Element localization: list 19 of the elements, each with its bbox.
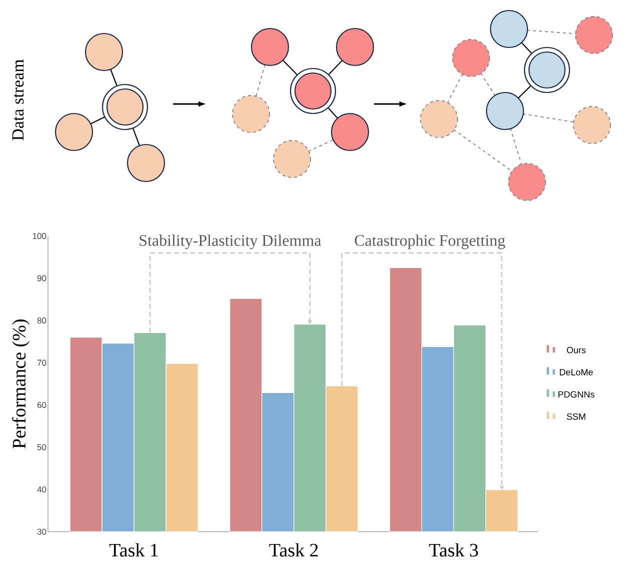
annotation: Catastrophic Forgetting — [354, 234, 506, 250]
legend-label: SSM — [566, 413, 586, 420]
x-tick-label: Task 2 — [269, 543, 318, 557]
annotation: Stability-Plasticity Dilemma — [140, 234, 322, 250]
legend-label: DeLoMe — [560, 369, 593, 376]
y-tick-label: 100 — [32, 233, 46, 240]
legend-label: Ours — [566, 346, 586, 354]
legend-label: PDGNNs — [558, 391, 594, 398]
y-tick-label: 40 — [37, 486, 46, 492]
y-tick-label: 50 — [37, 444, 46, 450]
y-tick-label: 60 — [37, 402, 46, 408]
y-axis-title: Performance (%) — [12, 320, 30, 448]
y-tick-label: 70 — [37, 360, 46, 366]
x-tick-label: Task 1 — [109, 543, 158, 557]
y-tick-label: 90 — [37, 275, 46, 282]
y-tick-label: 30 — [37, 528, 46, 535]
x-tick-label: Task 3 — [429, 543, 478, 557]
text: Data stream — [12, 59, 24, 140]
y-tick-label: 80 — [37, 317, 46, 324]
